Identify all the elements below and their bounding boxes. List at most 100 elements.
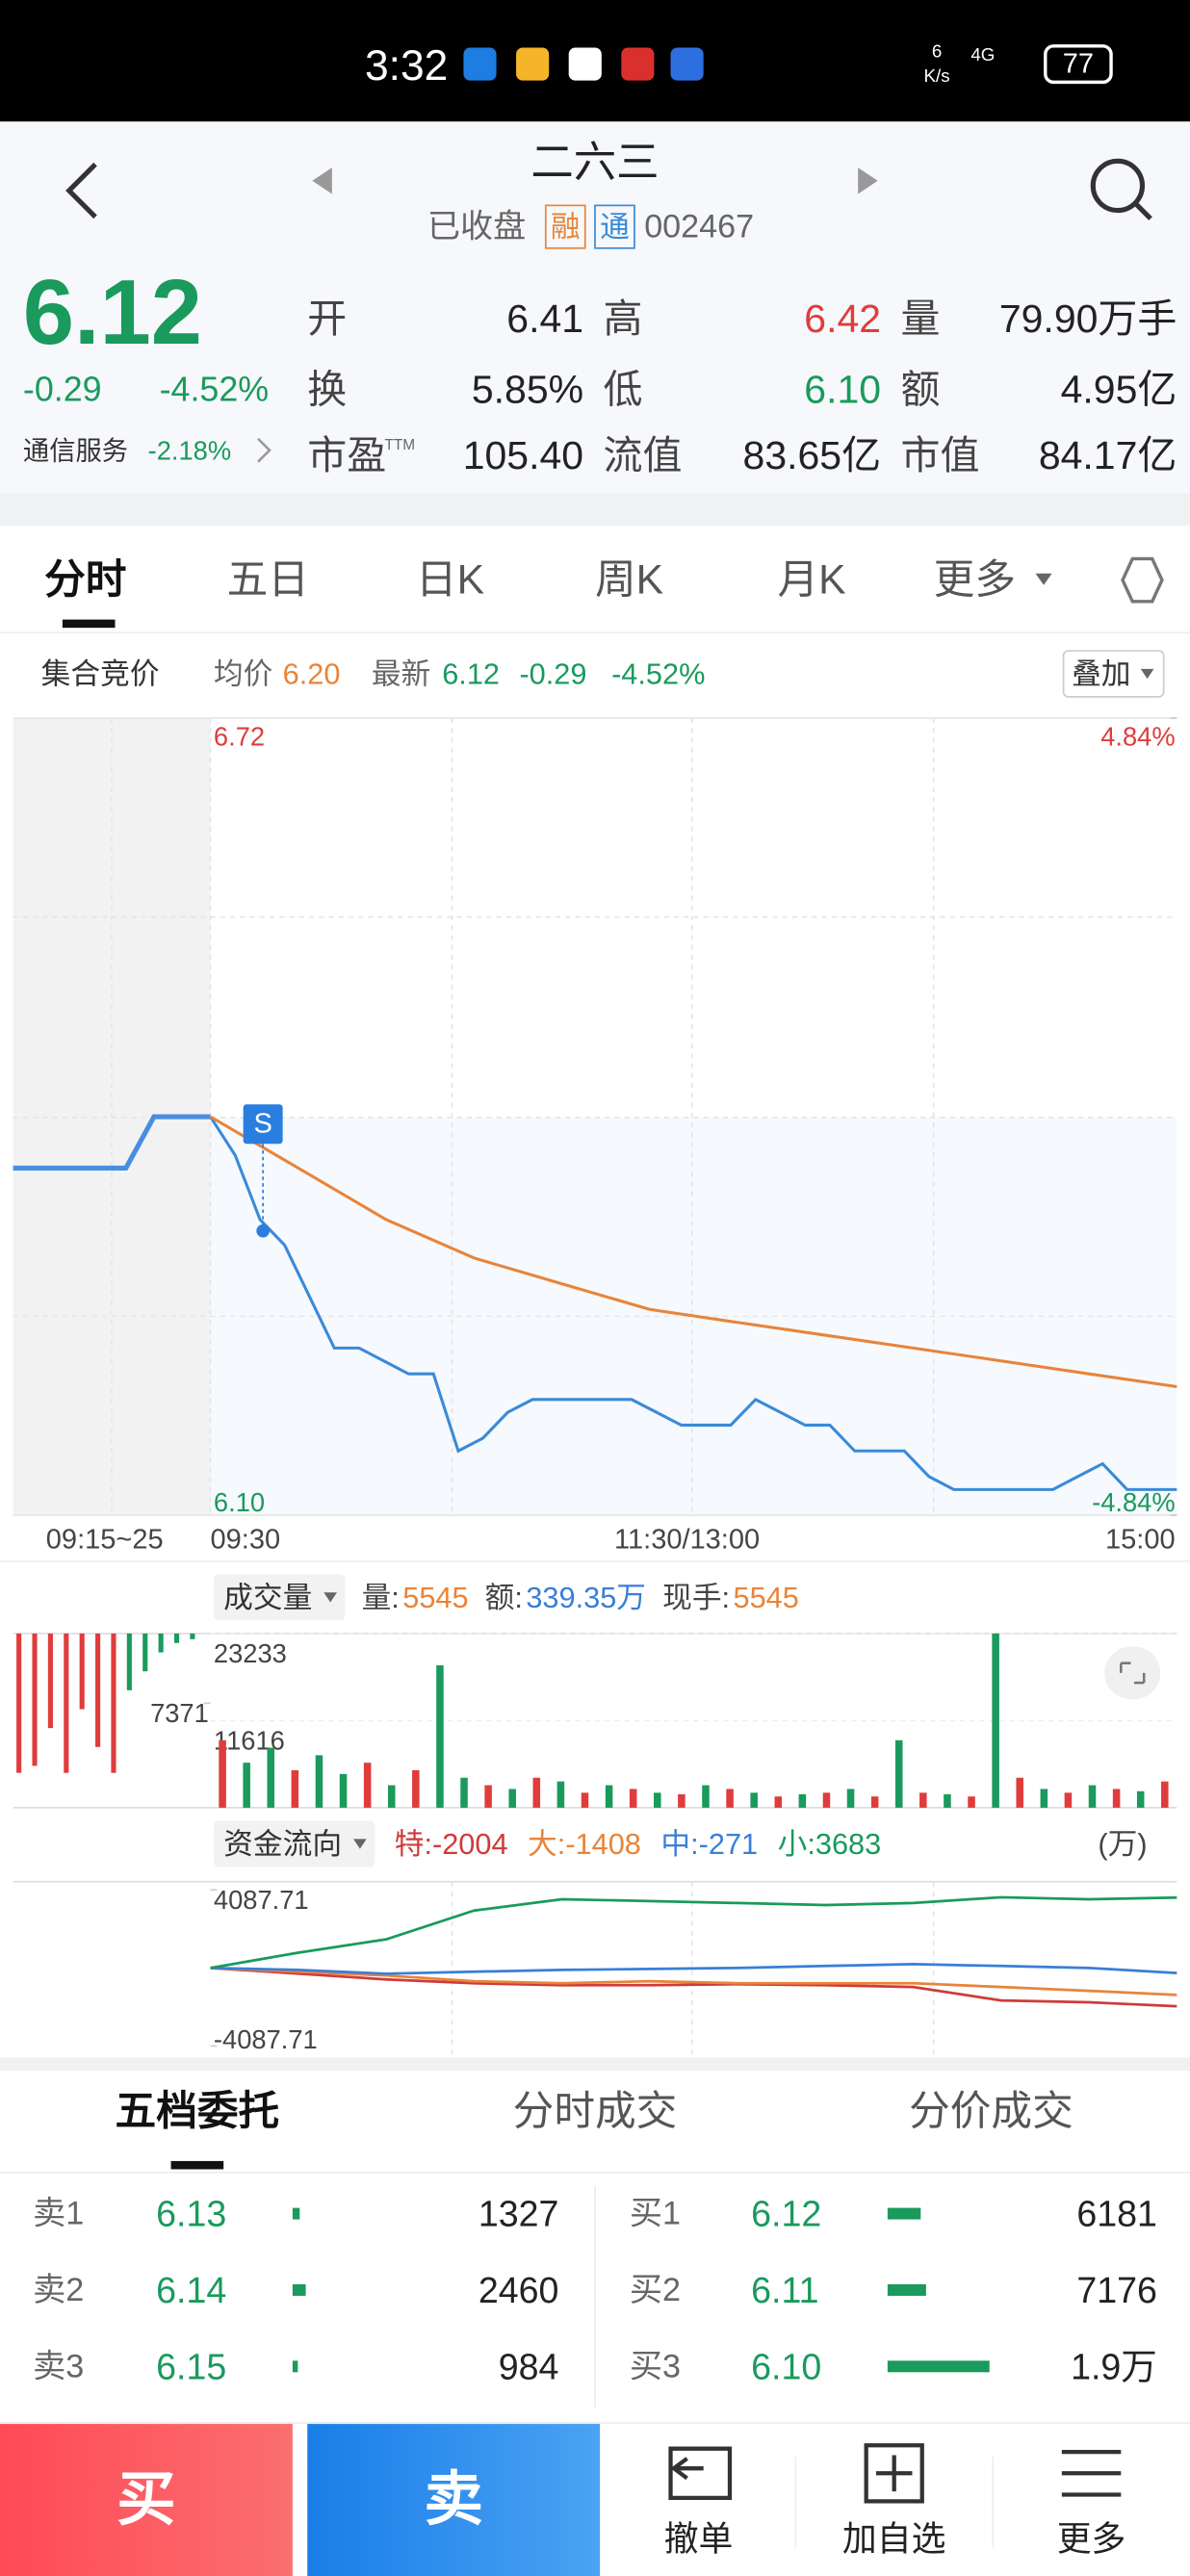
more-icon [1061,2449,1122,2497]
next-stock[interactable] [858,167,878,194]
flow-button[interactable] [213,1820,375,1868]
marker-label: S [253,1109,272,1140]
book-bar [887,2283,926,2296]
volume-bar [702,1785,710,1808]
x-tick-label: 15:00 [1105,1525,1176,1556]
book-tab[interactable]: 五档委托 [116,2089,280,2135]
legend-value: -271 [699,1827,758,1861]
tag: 融 [551,210,581,244]
tab[interactable]: 五日 [227,557,309,604]
book-bar [292,2283,306,2296]
clock: 3:32 [365,42,448,90]
overlay-button[interactable] [1062,650,1165,698]
auction-bar [142,1633,148,1672]
book-price: 6.14 [156,2270,226,2310]
volume-bar [484,1785,492,1808]
auction-bar [111,1633,116,1773]
settings-button[interactable] [1121,556,1164,604]
sell-button[interactable] [307,2422,601,2576]
market-status: 已收盘 [427,209,526,245]
tag-box [544,204,586,249]
stat-label: 额 [901,368,941,412]
cancel-icon [668,2446,733,2501]
tab[interactable]: 周K [595,557,663,604]
dropdown-arrow [323,1592,337,1603]
separator [0,2057,1190,2072]
stat-value: 84.17亿 [1039,433,1177,477]
cancel-label[interactable]: 撤单 [664,2520,734,2559]
app-icon [463,47,497,81]
avg-line [209,1115,1177,1389]
volume-bar [508,1789,516,1808]
volume-bar [460,1777,468,1808]
book-volume: 6181 [1076,2194,1157,2234]
volume-button[interactable] [213,1574,346,1621]
auction-tick-label: 7371 [150,1698,209,1728]
price: 6.12 [23,261,202,364]
tab[interactable]: 分时 [44,557,126,604]
volume-bar [1088,1785,1097,1808]
legend-label: 中: [660,1827,698,1861]
y-tick-label: 4087.71 [214,1885,309,1915]
book-price: 6.11 [751,2270,818,2310]
book-tab[interactable]: 分时成交 [513,2089,678,2135]
stat-value: 105.40 [463,433,583,477]
stat-label: 市值 [901,433,980,477]
x-tick-label: 11:30/13:00 [614,1525,760,1556]
book-label: 卖1 [33,2196,84,2232]
tag: 通 [600,210,630,244]
stat-label: 换 [307,368,347,412]
prev-stock[interactable] [312,167,332,194]
book-bar [887,2360,990,2373]
stat-value: 83.65亿 [743,433,882,477]
stat-label: 开 [307,296,347,341]
volume-stat-value: 5545 [734,1581,799,1614]
avg-value: 6.20 [283,657,341,690]
tab-indicator [170,2160,224,2170]
app-icon [670,47,704,81]
more-label[interactable]: 更多 [1057,2520,1126,2559]
watch-icon [864,2443,924,2504]
stat-label: 市盈 [307,433,386,477]
watch-label[interactable]: 加自选 [842,2520,946,2559]
tag-box [594,204,635,249]
tab[interactable]: 更多 [934,557,1016,604]
book-volume: 1.9万 [1071,2346,1157,2386]
legend-value: 3683 [815,1827,881,1861]
avg-label: 均价 [214,657,272,690]
sector-arrow [257,437,272,463]
buy-label: 买 [116,2466,175,2533]
sector-change: -2.18% [148,435,232,465]
volume-bar [436,1664,444,1808]
volume-bar [363,1763,372,1808]
volume-bar [774,1796,783,1808]
book-volume: 2460 [479,2270,559,2310]
flow-line [210,1895,1177,1970]
book-price: 6.12 [751,2194,821,2234]
auction-bar [95,1633,101,1747]
stat-value: 6.10 [804,368,881,412]
flow-line [210,1966,1177,2008]
book-tab[interactable]: 分价成交 [909,2089,1074,2135]
auction-bar [173,1633,180,1643]
book-price: 6.15 [156,2346,226,2386]
volume-bar [992,1633,999,1808]
tab[interactable]: 月K [777,557,845,604]
stat-label: 低 [604,368,643,412]
expand-button[interactable] [1104,1646,1161,1700]
marker-dot [256,1224,270,1238]
volume-stat-label: 额: [485,1581,523,1614]
back-button[interactable] [65,162,97,219]
search-button[interactable] [1090,158,1146,214]
expand-icon [1120,1662,1146,1685]
volume-bar [919,1792,927,1808]
net-speed: 6 [932,40,942,61]
book-volume: 984 [499,2346,559,2386]
book-label: 买2 [630,2272,681,2308]
buy-button[interactable] [0,2422,293,2576]
tab[interactable]: 日K [416,557,484,604]
app-icon [516,47,550,81]
volume-bar [605,1785,613,1808]
